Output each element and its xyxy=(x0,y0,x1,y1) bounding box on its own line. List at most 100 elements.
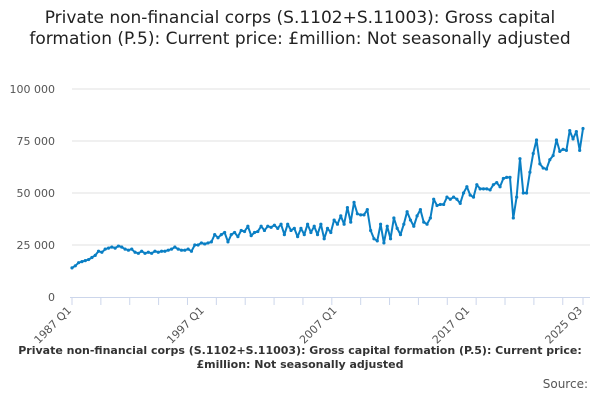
data-point xyxy=(451,195,456,199)
data-point xyxy=(432,197,436,201)
data-point xyxy=(442,202,446,207)
data-point xyxy=(216,236,220,240)
y-tick-label: 100 000 xyxy=(10,83,56,96)
data-point xyxy=(113,246,117,250)
data-point xyxy=(531,151,535,156)
data-point xyxy=(226,240,230,244)
data-point xyxy=(232,230,237,235)
y-tick-label: 0 xyxy=(48,291,55,304)
data-point xyxy=(100,250,104,254)
data-point xyxy=(86,257,91,262)
data-point xyxy=(229,233,233,237)
data-point xyxy=(252,230,257,235)
data-point xyxy=(150,251,154,255)
y-tick-label: 75 000 xyxy=(17,135,56,148)
data-point xyxy=(282,233,286,237)
data-point xyxy=(153,249,157,253)
data-point xyxy=(156,250,160,254)
data-point xyxy=(219,233,223,237)
data-point xyxy=(256,229,260,234)
data-point xyxy=(415,214,419,218)
data-point xyxy=(302,233,306,237)
data-point xyxy=(392,216,396,220)
data-point xyxy=(355,212,359,216)
data-point xyxy=(242,229,247,234)
data-point xyxy=(455,197,459,201)
data-point xyxy=(369,228,373,233)
data-point xyxy=(578,148,582,152)
data-point xyxy=(465,185,469,189)
data-point xyxy=(213,233,217,237)
data-point xyxy=(146,250,150,254)
data-point xyxy=(183,248,187,252)
data-point xyxy=(581,126,585,131)
data-point xyxy=(528,170,532,174)
data-point xyxy=(352,200,356,204)
data-point xyxy=(524,191,529,195)
data-point xyxy=(378,222,383,226)
data-point xyxy=(96,249,101,253)
data-point xyxy=(106,246,111,250)
data-point xyxy=(372,237,376,241)
x-tick-label: 1997 Q1 xyxy=(164,304,207,347)
data-point xyxy=(435,203,439,208)
data-point xyxy=(176,247,180,251)
data-point xyxy=(541,166,545,170)
data-point xyxy=(571,137,575,141)
data-point xyxy=(468,193,472,197)
data-point xyxy=(239,228,243,233)
data-point xyxy=(73,264,77,268)
data-point xyxy=(554,138,559,142)
x-tick-label: 1987 Q1 xyxy=(32,304,75,347)
data-point xyxy=(199,241,204,245)
data-point xyxy=(505,175,509,179)
data-point xyxy=(179,248,184,252)
data-point xyxy=(140,249,144,253)
data-point xyxy=(110,245,114,249)
data-point xyxy=(143,251,147,255)
data-point xyxy=(408,218,413,222)
data-point xyxy=(272,223,277,227)
data-point xyxy=(296,235,300,239)
data-point xyxy=(123,247,127,251)
data-point xyxy=(169,247,174,251)
data-point xyxy=(511,216,515,220)
x-tick-label: 2025 Q3 xyxy=(543,304,586,347)
data-point xyxy=(77,261,81,265)
data-point xyxy=(485,187,489,191)
data-point xyxy=(448,197,452,201)
data-point xyxy=(136,251,140,255)
data-point xyxy=(335,222,340,226)
data-point xyxy=(382,241,386,245)
data-point xyxy=(349,220,353,224)
data-point xyxy=(83,259,87,263)
data-point xyxy=(223,230,227,235)
data-point xyxy=(246,224,250,228)
data-point xyxy=(438,202,442,207)
data-point xyxy=(481,187,486,191)
data-point xyxy=(269,225,273,229)
data-point xyxy=(173,245,177,249)
data-point xyxy=(521,191,525,195)
data-point xyxy=(159,249,164,253)
data-point xyxy=(249,234,253,238)
data-point xyxy=(166,248,170,252)
data-point xyxy=(561,147,565,151)
data-point xyxy=(385,224,389,228)
data-point xyxy=(395,226,399,230)
data-point xyxy=(103,247,107,251)
data-point xyxy=(130,247,134,251)
data-point xyxy=(186,247,190,251)
y-tick-label: 50 000 xyxy=(17,187,56,200)
data-point xyxy=(209,240,213,244)
data-point xyxy=(445,195,449,199)
data-point xyxy=(548,158,552,162)
data-point xyxy=(90,255,94,260)
data-point xyxy=(339,214,343,218)
data-point xyxy=(501,176,505,181)
data-point xyxy=(478,187,482,191)
data-point xyxy=(568,129,572,133)
data-point xyxy=(574,130,578,134)
data-point xyxy=(365,208,369,212)
x-tick-label: 2007 Q1 xyxy=(297,304,340,347)
